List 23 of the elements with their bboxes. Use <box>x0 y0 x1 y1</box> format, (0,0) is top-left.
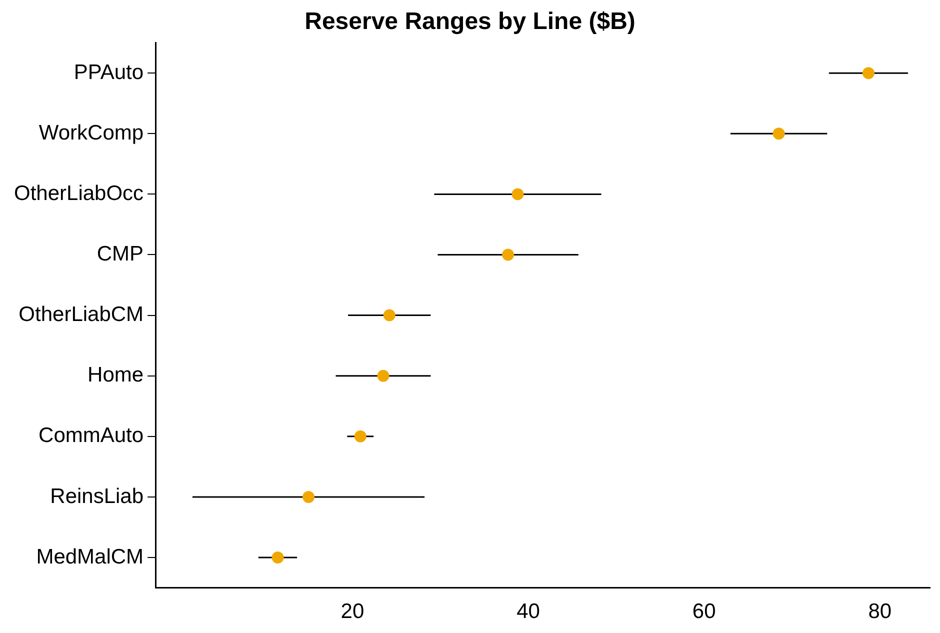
y-tick-label: CommAuto <box>38 424 144 448</box>
x-tick-label: 80 <box>868 600 892 624</box>
point <box>383 309 396 322</box>
y-tick-label: PPAuto <box>74 60 144 84</box>
point <box>302 490 315 503</box>
chart-title: Reserve Ranges by Line ($B) <box>304 8 636 36</box>
point <box>502 248 514 261</box>
point <box>862 67 874 80</box>
y-tick-label: OtherLiabCM <box>18 303 144 326</box>
y-tick-label: ReinsLiab <box>50 484 144 508</box>
point <box>377 370 390 382</box>
x-tick-label: 40 <box>516 600 540 624</box>
y-tick-label: Home <box>88 364 144 387</box>
point <box>512 188 524 200</box>
point <box>272 552 284 564</box>
point <box>772 128 785 140</box>
x-tick-label: 20 <box>340 600 364 624</box>
point <box>354 430 366 442</box>
x-tick-label: 60 <box>692 600 716 624</box>
y-tick-label: MedMalCM <box>36 545 144 568</box>
y-tick-label: WorkComp <box>38 121 144 144</box>
y-tick-label: CMP <box>96 242 144 266</box>
y-tick-label: OtherLiabOcc <box>14 182 144 205</box>
